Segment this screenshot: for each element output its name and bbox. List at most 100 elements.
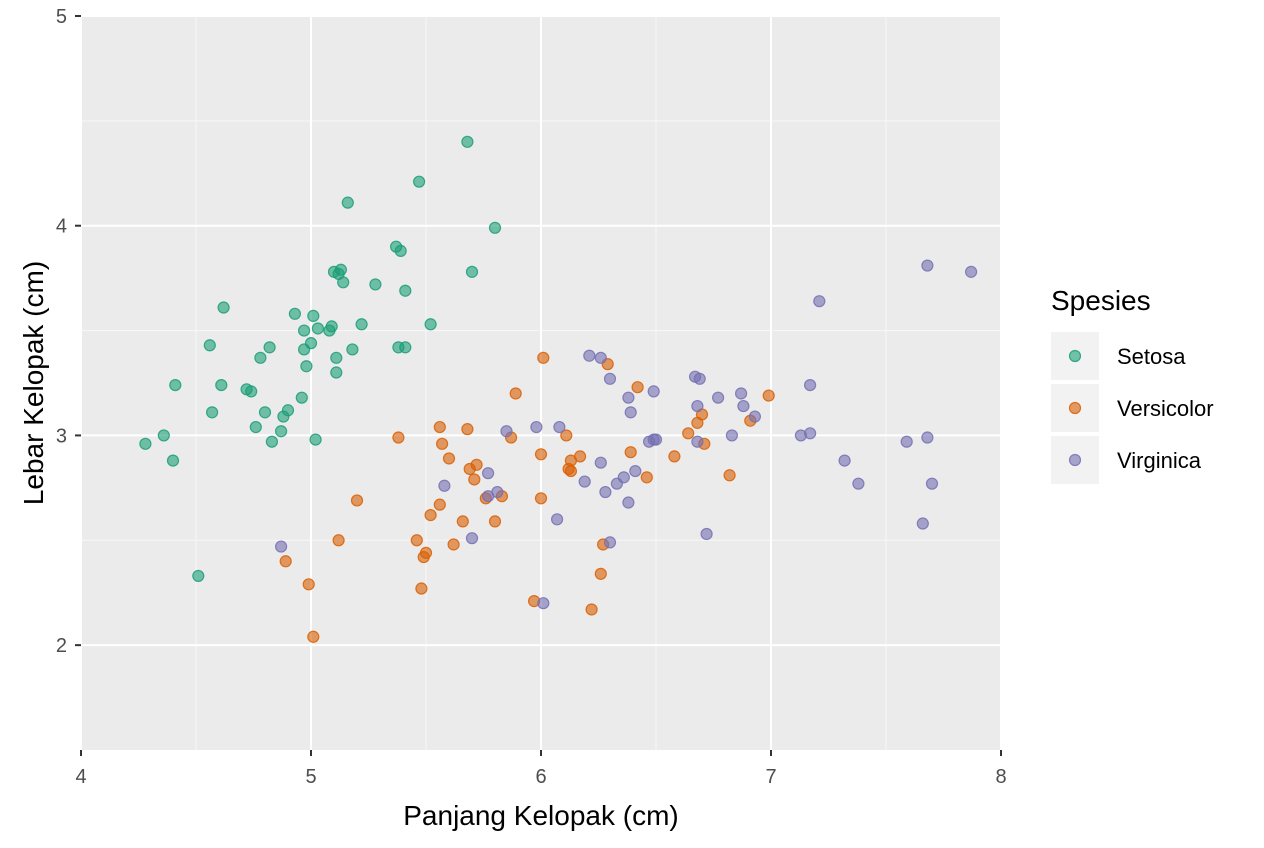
point-versicolor [631,381,644,394]
point-virginica [813,295,826,308]
point-setosa [341,196,354,209]
x-tick-labels: 4 5 6 7 8 [75,766,1006,788]
point-virginica [691,435,704,448]
point-setosa [330,351,343,364]
point-setosa [300,360,313,373]
point-versicolor [691,416,704,429]
point-setosa [249,420,262,434]
point-versicolor [537,351,550,364]
point-setosa [217,301,230,314]
point-virginica [916,517,929,530]
point-virginica [465,532,479,545]
point-setosa [323,324,336,337]
point-versicolor [350,494,364,507]
point-virginica [622,391,635,404]
point-virginica [838,454,851,467]
legend: Spesies Setosa Versicolor Virginica [1051,285,1214,484]
point-setosa [215,378,228,392]
point-versicolor [447,538,460,551]
x-axis-title: Panjang Kelopak (cm) [403,800,678,831]
point-versicolor [433,420,446,434]
point-versicolor [424,509,437,522]
data-points [139,135,978,643]
point-virginica [649,433,663,446]
point-virginica [921,431,934,444]
y-tick-label: 4 [56,216,67,238]
point-setosa [295,391,308,404]
y-tick-label: 3 [56,425,67,447]
point-setosa [298,324,311,337]
point-versicolor [762,389,775,402]
point-setosa [346,343,359,356]
point-versicolor [585,603,598,616]
point-versicolor [307,630,320,643]
point-versicolor [415,582,428,595]
legend-label-setosa: Setosa [1117,344,1186,369]
major-gridlines [80,15,1002,750]
point-virginica [610,477,624,490]
point-setosa [355,318,368,331]
point-versicolor [433,498,446,511]
point-setosa [277,410,290,423]
point-versicolor [564,464,578,478]
point-virginica [599,485,612,499]
point-versicolor [442,452,456,465]
legend-marker-virginica [1068,453,1082,467]
point-versicolor [392,431,405,444]
legend-label-virginica: Virginica [1117,448,1202,473]
point-versicolor [436,437,449,450]
point-setosa [254,351,267,364]
legend-label-versicolor: Versicolor [1117,396,1214,421]
point-setosa [330,366,343,379]
point-versicolor [723,469,736,482]
point-setosa [265,435,278,448]
point-versicolor [640,471,653,484]
point-virginica [553,420,566,434]
legend-title: Spesies [1051,285,1151,316]
point-versicolor [534,448,548,461]
x-tick-label: 8 [995,766,1006,788]
point-virginica [594,351,607,364]
point-virginica [629,464,642,478]
point-setosa [275,425,288,438]
point-virginica [700,527,713,541]
point-versicolor [594,567,607,580]
point-setosa [245,385,258,398]
point-versicolor [463,462,476,476]
point-virginica [693,372,706,385]
point-virginica [734,387,748,400]
point-versicolor [302,578,315,591]
point-versicolor [534,492,548,505]
point-setosa [206,406,219,419]
point-virginica [647,385,660,398]
legend-marker-setosa [1068,349,1082,363]
point-virginica [624,406,637,419]
point-setosa [413,175,426,188]
y-axis-title: Lebar Kelopak (cm) [18,261,49,505]
point-setosa [369,278,382,291]
point-versicolor [332,534,345,547]
point-virginica [438,479,451,492]
point-setosa [169,378,182,392]
point-setosa [465,265,479,278]
point-virginica [482,467,495,480]
x-tick-label: 7 [765,766,776,788]
point-versicolor [682,427,695,440]
point-setosa [288,307,301,320]
point-virginica [550,513,564,526]
point-virginica [578,475,591,488]
x-tick-label: 5 [305,766,316,788]
point-virginica [482,490,495,503]
point-versicolor [509,387,522,400]
point-setosa [488,221,502,234]
point-setosa [203,339,216,352]
point-versicolor [624,446,637,459]
point-virginica [737,399,750,413]
point-setosa [157,429,170,442]
point-setosa [461,135,474,148]
point-setosa [309,433,322,446]
point-virginica [794,429,808,442]
point-versicolor [560,429,573,442]
point-setosa [139,437,152,450]
